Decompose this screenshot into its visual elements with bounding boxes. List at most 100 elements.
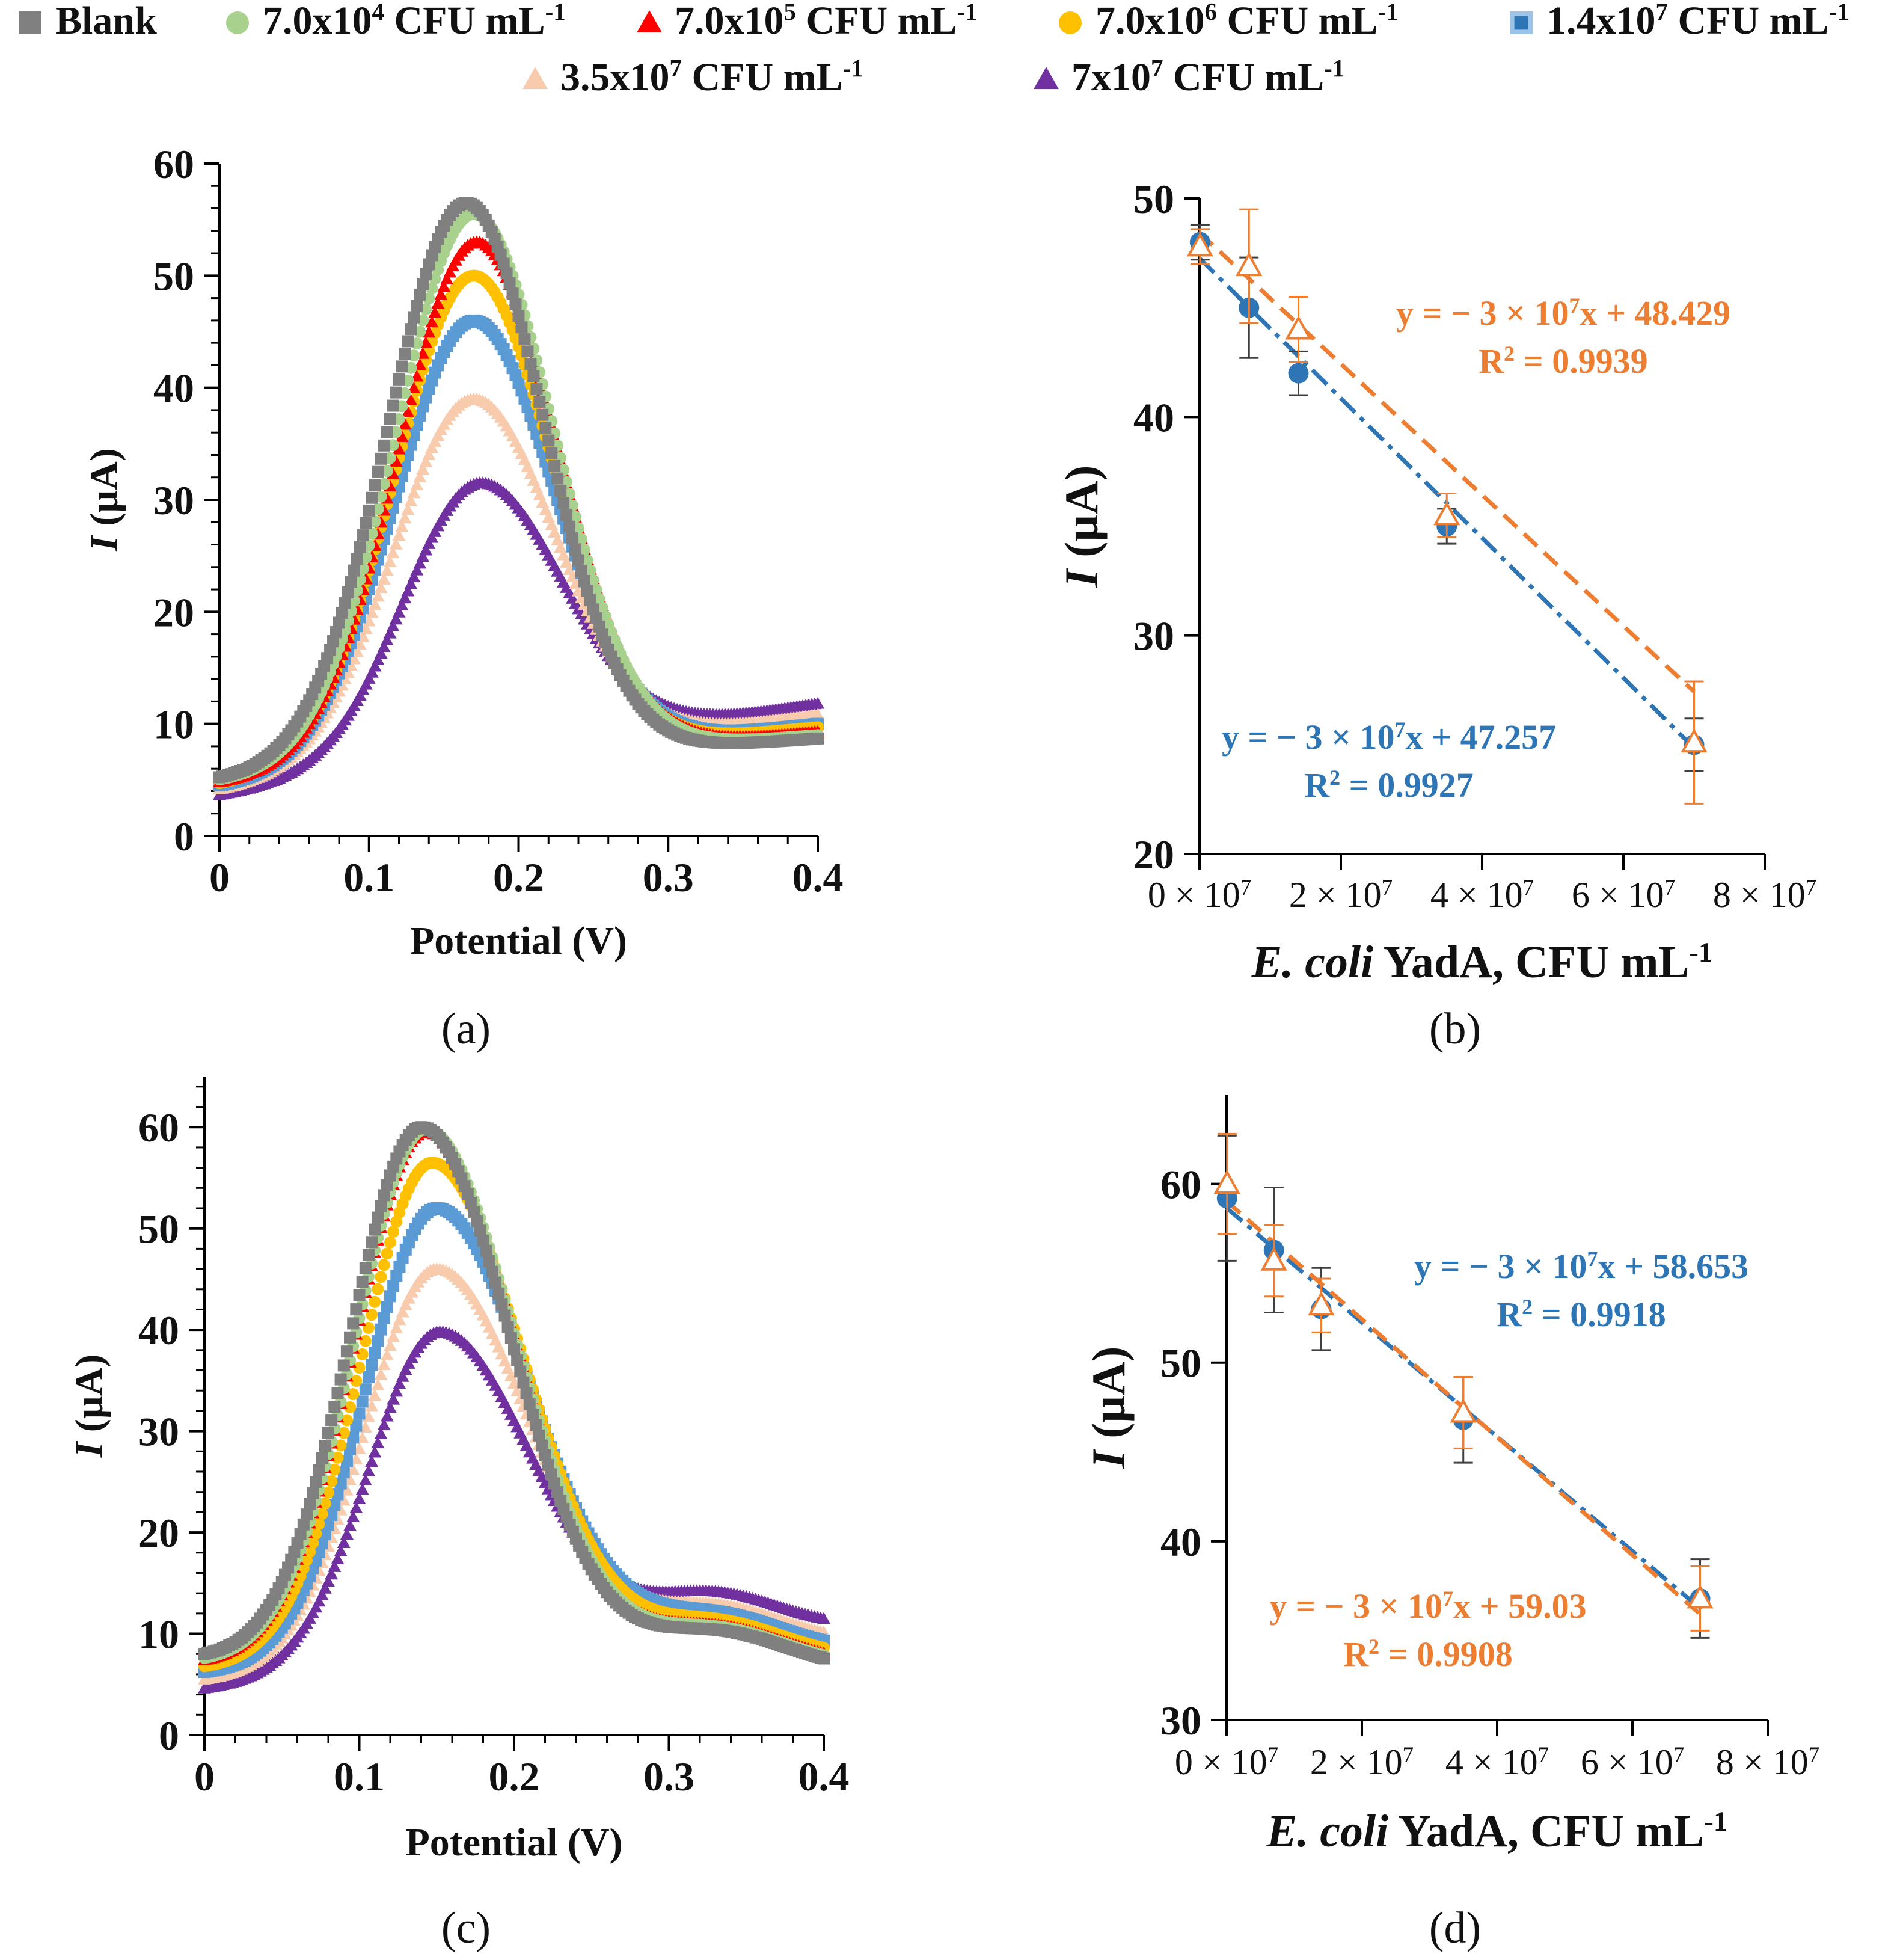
data-point bbox=[313, 1464, 325, 1476]
axes: 0 10 20 30 40 50 60 0 0.1 0.2 0.3 0.4 bbox=[153, 141, 844, 900]
legend-marker-icon bbox=[522, 67, 548, 90]
data-point bbox=[300, 1508, 313, 1521]
data-point bbox=[328, 1463, 341, 1476]
data-point bbox=[383, 555, 397, 567]
data-point bbox=[396, 360, 408, 373]
data-point bbox=[390, 1270, 403, 1282]
data-point bbox=[368, 1389, 382, 1401]
x-tick-label-part: 6 × 10 bbox=[1572, 875, 1664, 915]
data-point bbox=[387, 1280, 400, 1292]
data-point bbox=[372, 1211, 384, 1224]
y-tick-label-part: 30 bbox=[153, 478, 194, 523]
data-point bbox=[384, 1339, 397, 1351]
data-point bbox=[381, 1247, 393, 1260]
data-point bbox=[1285, 315, 1312, 340]
y-axis-title: I (µA) bbox=[67, 1354, 111, 1458]
legend-label-part: Blank bbox=[55, 0, 157, 43]
data-point bbox=[569, 543, 582, 556]
data-point bbox=[350, 1419, 363, 1432]
y-axis-title-part: (µA) bbox=[1082, 1346, 1135, 1450]
data-point bbox=[396, 1306, 409, 1318]
data-point bbox=[358, 1473, 372, 1485]
y-tick-label: 20 bbox=[153, 589, 194, 635]
series-orange bbox=[1213, 1132, 1714, 1632]
data-point bbox=[309, 1600, 323, 1613]
data-point bbox=[307, 1487, 319, 1499]
y-tick-label: 10 bbox=[138, 1612, 179, 1657]
data-point bbox=[508, 1343, 520, 1356]
y-tick-label-part: 40 bbox=[153, 366, 194, 411]
legend-label: Blank bbox=[55, 0, 157, 43]
data-point bbox=[368, 1446, 382, 1458]
data-point bbox=[378, 1312, 390, 1324]
panel-c: 0 10 20 30 40 50 60 0 0.1 0.2 0.3 0.4 Potential (V) I… bbox=[67, 1077, 850, 1953]
data-point bbox=[316, 1452, 328, 1464]
data-point bbox=[380, 633, 394, 645]
data-point bbox=[331, 1552, 345, 1565]
data-point bbox=[395, 598, 409, 610]
data-point bbox=[352, 1492, 366, 1504]
data-point bbox=[387, 1226, 400, 1238]
data-point bbox=[818, 1652, 830, 1665]
y-tick-label: 60 bbox=[1160, 1162, 1201, 1208]
x-tick-label-part: 7 bbox=[1267, 1743, 1279, 1768]
data-point bbox=[425, 441, 439, 453]
fit-equation: y = − 3 × 107x + 59.03 bbox=[1269, 1587, 1586, 1626]
panel-label-part: (c) bbox=[441, 1903, 491, 1953]
data-point bbox=[390, 386, 402, 399]
data-point bbox=[401, 503, 415, 515]
data-point bbox=[1213, 1169, 1240, 1194]
fit-equation-part: 7 bbox=[1569, 293, 1580, 318]
data-point bbox=[342, 586, 354, 599]
y-tick-label-part: 40 bbox=[1160, 1519, 1201, 1565]
data-point bbox=[495, 1298, 508, 1311]
y-axis-title-part: (µA) bbox=[67, 1354, 111, 1442]
y-tick-label-part: 60 bbox=[1160, 1162, 1201, 1208]
data-point bbox=[322, 1427, 334, 1439]
data-point bbox=[357, 529, 369, 542]
data-point bbox=[468, 1205, 480, 1218]
data-point bbox=[581, 585, 593, 597]
data-point bbox=[408, 311, 420, 324]
data-point bbox=[310, 1476, 322, 1488]
data-point bbox=[356, 1276, 369, 1288]
trendline bbox=[1198, 231, 1696, 693]
legend-label-part: 7.0x10 bbox=[675, 0, 784, 43]
y-axis-title: I (µA) bbox=[1055, 465, 1108, 588]
legend-marker-icon bbox=[1034, 67, 1059, 90]
data-point bbox=[811, 708, 824, 720]
data-point bbox=[503, 277, 516, 289]
y-tick-label-part: 60 bbox=[153, 141, 194, 187]
fit-equation-part: x + 47.257 bbox=[1406, 717, 1557, 757]
data-point bbox=[1687, 1584, 1714, 1609]
legend-label-part: CFU mL bbox=[682, 55, 843, 99]
data-point bbox=[390, 1384, 403, 1397]
data-point bbox=[518, 333, 531, 346]
series-0 bbox=[198, 1121, 830, 1665]
data-point bbox=[530, 1419, 542, 1431]
x-tick-label-part: 6 × 10 bbox=[1581, 1742, 1673, 1782]
y-tick-label: 40 bbox=[1160, 1519, 1201, 1565]
data-point bbox=[356, 1395, 369, 1408]
data-point bbox=[542, 1458, 554, 1471]
data-point bbox=[375, 1323, 387, 1336]
data-point bbox=[512, 309, 525, 322]
y-tick-label: 50 bbox=[153, 253, 194, 299]
x-tick-label-part: 2 × 10 bbox=[1289, 875, 1382, 915]
legend-label-part: 3.5x10 bbox=[560, 55, 670, 99]
data-point bbox=[434, 288, 448, 300]
x-axis-title-part: Potential (V) bbox=[410, 919, 627, 963]
y-axis-title-part: I bbox=[1055, 568, 1108, 588]
data-point bbox=[337, 1427, 350, 1439]
data-point bbox=[492, 1287, 505, 1300]
data-point bbox=[399, 1363, 412, 1375]
panel-label-part: (b) bbox=[1429, 1004, 1481, 1054]
data-point bbox=[347, 1388, 360, 1401]
data-point bbox=[377, 640, 391, 653]
legend-label-part: 4 bbox=[372, 0, 385, 25]
x-axis-title: E. coli YadA, CFU mL-1 bbox=[1266, 1806, 1728, 1857]
panel-label: (d) bbox=[1429, 1903, 1481, 1953]
data-point bbox=[322, 1574, 335, 1587]
data-point bbox=[322, 1519, 334, 1531]
data-point bbox=[365, 666, 379, 678]
